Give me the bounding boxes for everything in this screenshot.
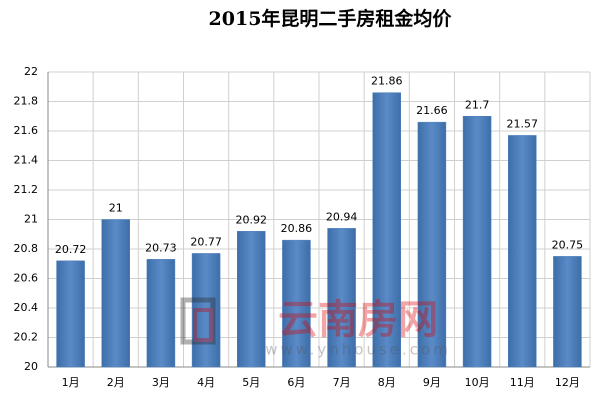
chart-title: 2015年昆明二手房租金均价 [209, 7, 453, 30]
watermark: 云南房网 www.ynhouse.com [180, 297, 451, 359]
y-tick-label: 21 [24, 213, 38, 226]
x-tick-label: 10月 [465, 376, 490, 389]
data-label: 21.86 [371, 75, 403, 88]
x-tick-label: 5月 [242, 376, 260, 389]
bar [191, 253, 221, 368]
x-tick-label: 8月 [378, 376, 396, 389]
bar [507, 135, 537, 368]
y-tick-label: 21.6 [14, 124, 39, 137]
bar [417, 121, 447, 368]
bar [236, 231, 266, 368]
data-label: 21 [109, 202, 123, 215]
bar [372, 92, 402, 368]
data-label: 21.57 [507, 117, 539, 130]
data-label: 20.77 [190, 235, 222, 248]
y-tick-label: 22 [24, 65, 38, 78]
data-label: 20.73 [145, 241, 177, 254]
bar [146, 259, 176, 368]
watermark-name: 云南房网 [278, 297, 438, 343]
bar [462, 116, 492, 368]
x-tick-label: 4月 [197, 376, 215, 389]
watermark-logo [180, 297, 216, 345]
y-tick-label: 20.6 [14, 272, 39, 285]
y-tick-label: 21.4 [14, 154, 39, 167]
data-label: 21.66 [416, 104, 448, 117]
bar [56, 260, 85, 368]
x-tick-label: 11月 [510, 376, 535, 389]
data-label: 20.92 [236, 213, 268, 226]
data-label: 20.94 [326, 210, 358, 223]
y-tick-label: 21.2 [14, 183, 39, 196]
x-tick-label: 9月 [423, 376, 441, 389]
data-label: 20.86 [281, 222, 313, 235]
x-tick-label: 12月 [555, 376, 580, 389]
bar [101, 219, 131, 368]
y-tick-label: 20.4 [14, 301, 39, 314]
data-label: 20.75 [552, 238, 584, 251]
y-tick-label: 20.8 [14, 242, 39, 255]
bar [282, 239, 311, 368]
x-tick-label: 2月 [107, 376, 125, 389]
y-tick-label: 20 [24, 360, 38, 373]
x-tick-label: 7月 [333, 376, 351, 389]
data-label: 20.72 [55, 243, 87, 256]
data-label: 21.7 [465, 98, 490, 111]
watermark-url: www.ynhouse.com [265, 341, 451, 359]
x-tick-label: 6月 [287, 376, 305, 389]
y-tick-label: 20.2 [14, 331, 39, 344]
y-tick-label: 21.8 [14, 95, 39, 108]
watermark-logo [193, 308, 213, 342]
x-tick-label: 3月 [152, 376, 170, 389]
x-tick-label: 1月 [62, 376, 80, 389]
bar [327, 228, 356, 368]
bar [553, 256, 582, 368]
